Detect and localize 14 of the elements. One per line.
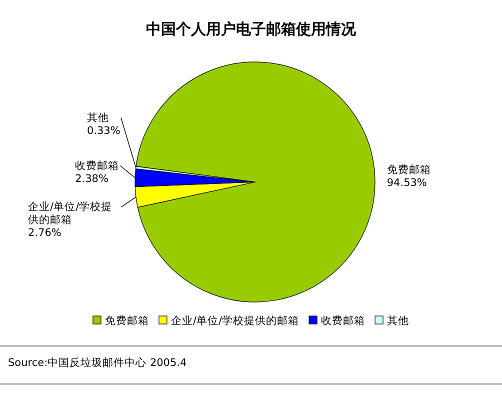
legend-label: 企业/单位/学校提供的邮箱 bbox=[170, 314, 300, 327]
slice-label: 企业/单位/学校提供的邮箱 bbox=[28, 201, 114, 228]
slice-label: 其他 bbox=[86, 112, 110, 125]
slice-label: 收费邮箱 bbox=[75, 160, 120, 173]
slice-label: 免费邮箱 bbox=[386, 164, 431, 177]
data-label: 0.33% bbox=[86, 124, 120, 138]
legend-label: 免费邮箱 bbox=[104, 314, 149, 327]
legend-label: 收费邮箱 bbox=[321, 314, 366, 327]
legend-label: 其他 bbox=[387, 314, 410, 327]
data-label: 94.53% bbox=[386, 176, 428, 190]
source-note: Source:中国反垃圾邮件中心 2005.4 bbox=[8, 356, 187, 369]
data-label: 2.76% bbox=[28, 227, 62, 240]
data-label: 2.38% bbox=[75, 172, 110, 186]
chart-title: 中国个人用户电子邮箱使用情况 bbox=[146, 20, 357, 38]
